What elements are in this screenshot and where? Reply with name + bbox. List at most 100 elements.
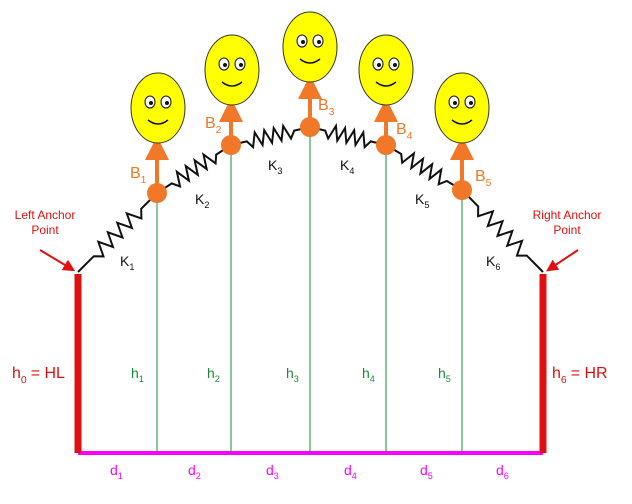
balloon	[130, 72, 186, 144]
balloon-label: B5	[475, 168, 492, 189]
label-suffix: = HL	[31, 365, 65, 382]
label-index: 1	[139, 374, 144, 384]
distance-label: d3	[266, 462, 279, 481]
pupil	[301, 40, 305, 44]
label-index: 5	[424, 200, 429, 210]
left-anchor-label: Left Anchor Point	[14, 208, 76, 237]
distance-label: d5	[420, 462, 433, 481]
spring	[309, 122, 387, 150]
label-index: 6	[495, 262, 500, 272]
mouth	[299, 58, 321, 64]
spring-label: K5	[415, 191, 429, 210]
node	[300, 117, 320, 137]
balloon	[282, 11, 338, 83]
label-symbol: K	[340, 157, 350, 173]
label-symbol: K	[268, 157, 278, 173]
balloon	[204, 34, 260, 106]
label-symbol: d	[266, 462, 274, 478]
height-label: h5	[438, 365, 451, 384]
label-symbol: h	[207, 365, 215, 381]
mouth	[147, 119, 169, 125]
label-symbol: h	[552, 365, 561, 382]
balloon	[358, 34, 414, 106]
pupil	[377, 63, 381, 67]
label-index: 2	[215, 374, 220, 384]
height-label: h0 = HL	[12, 365, 65, 386]
right-anchor-label: Right Anchor Point	[532, 208, 602, 237]
spring	[461, 189, 544, 273]
right-anchor-arrow	[546, 249, 579, 272]
label-index: 6	[504, 471, 509, 481]
distance-label: d4	[344, 462, 357, 481]
distance-label: d1	[110, 462, 123, 481]
label-index: 0	[21, 375, 27, 386]
balloon-label: B3	[318, 97, 335, 118]
balloon-label: B4	[396, 121, 413, 142]
label-symbol: h	[362, 365, 370, 381]
label-symbol: h	[438, 365, 446, 381]
mouth	[451, 119, 473, 125]
label-index: 3	[274, 471, 279, 481]
pupil	[453, 101, 457, 105]
pupil	[239, 63, 243, 67]
label-index: 4	[352, 471, 357, 481]
label-index: 5	[428, 471, 433, 481]
pupil	[165, 101, 169, 105]
balloon	[434, 72, 490, 144]
label-symbol: B	[130, 165, 141, 182]
distance-label: d2	[188, 462, 201, 481]
label-index: 3	[329, 107, 335, 118]
label-symbol: h	[12, 365, 21, 382]
label-symbol: K	[120, 253, 130, 269]
spring-label: K1	[120, 253, 134, 272]
pupil	[223, 63, 227, 67]
spring	[385, 144, 463, 191]
label-index: 4	[370, 374, 375, 384]
label-symbol: d	[188, 462, 196, 478]
label-index: 1	[141, 175, 147, 186]
label-symbol: K	[195, 191, 205, 207]
spring	[77, 192, 158, 273]
pupil	[393, 63, 397, 67]
height-label: h6 = HR	[552, 365, 608, 386]
mouth	[375, 81, 397, 87]
node	[376, 135, 396, 155]
label-index: 2	[196, 471, 201, 481]
spring-label: K6	[486, 253, 500, 272]
label-symbol: h	[286, 365, 294, 381]
label-index: 2	[204, 200, 209, 210]
node	[147, 183, 167, 203]
label-index: 5	[446, 374, 451, 384]
label-index: 4	[349, 166, 354, 176]
node	[452, 180, 472, 200]
label-symbol: d	[110, 462, 118, 478]
pupil	[317, 40, 321, 44]
label-index: 1	[129, 262, 134, 272]
node	[221, 135, 241, 155]
label-index: 4	[407, 131, 413, 142]
spring-label: K4	[340, 157, 354, 176]
label-index: 1	[118, 471, 123, 481]
label-symbol: B	[205, 115, 216, 132]
label-symbol: B	[396, 121, 407, 138]
pupil	[149, 101, 153, 105]
left-anchor-arrow	[39, 249, 76, 272]
spring-label: K2	[195, 191, 209, 210]
label-symbol: K	[415, 191, 425, 207]
label-symbol: h	[131, 365, 139, 381]
label-symbol: B	[475, 168, 486, 185]
spring	[230, 122, 311, 150]
label-index: 5	[486, 178, 492, 189]
spring-label: K3	[268, 157, 282, 176]
spring	[156, 144, 232, 194]
balloon-label: B1	[130, 165, 147, 186]
label-symbol: d	[420, 462, 428, 478]
label-symbol: d	[496, 462, 504, 478]
height-label: h2	[207, 365, 220, 384]
label-suffix: = HR	[571, 365, 608, 382]
mouth	[221, 81, 243, 87]
label-index: 3	[294, 374, 299, 384]
height-label: h4	[362, 365, 375, 384]
distance-label: d6	[496, 462, 509, 481]
